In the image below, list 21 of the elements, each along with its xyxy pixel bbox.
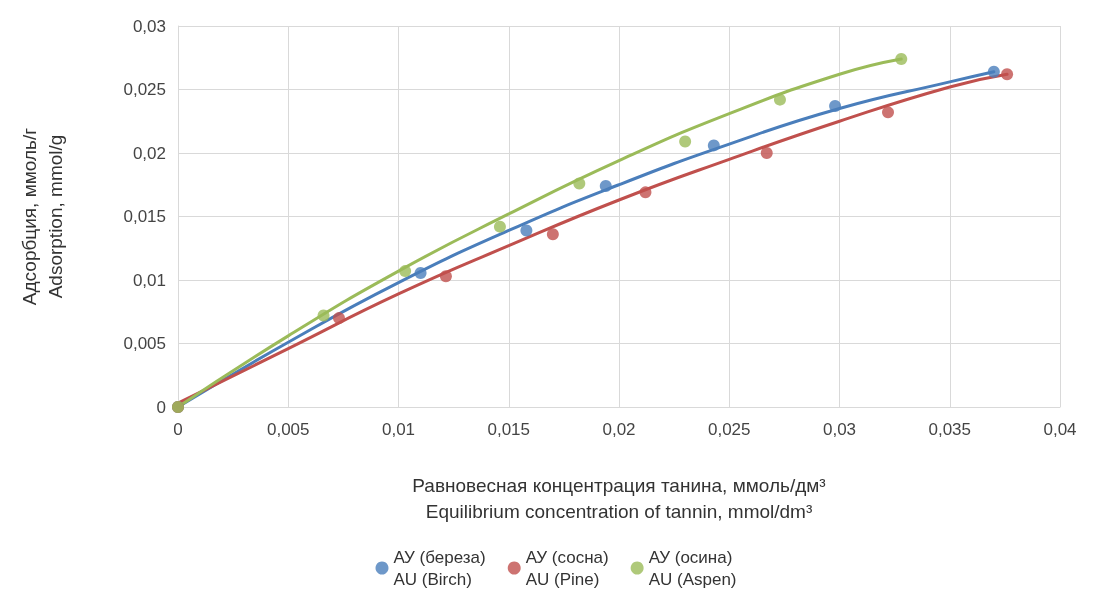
y-tick-label: 0,015 <box>123 207 166 226</box>
x-tick-label: 0,025 <box>707 420 751 439</box>
x-tick-label: 0,02 <box>602 420 636 439</box>
y-tick-label: 0,025 <box>123 80 166 99</box>
y-tick-label: 0,03 <box>132 16 166 36</box>
x-tick-label: 0,035 <box>928 420 972 439</box>
x-tick-label: 0,03 <box>822 420 857 439</box>
y-tick-label: 0,02 <box>132 143 166 163</box>
x-tick-label: 0,015 <box>487 420 531 439</box>
legend-label: АУ (сосна) AU (Pine) <box>525 547 609 589</box>
x-tick-label: 0,01 <box>381 420 416 439</box>
y-tick-label: 0,005 <box>123 334 166 353</box>
y-tick-label: 0 <box>156 397 166 417</box>
x-tick-label: 0,04 <box>1043 420 1077 439</box>
legend-label: АУ (осина) AU (Aspen) <box>648 547 737 589</box>
legend-label: АУ (береза) AU (Birch) <box>393 547 486 589</box>
x-tick-label: 0,005 <box>266 420 310 439</box>
y-tick-label: 0,01 <box>132 270 166 290</box>
x-axis-title: Равновесная концентрация танина, ммоль/дм³ Equilibrium concentration of tannin, mmol/dm³ <box>412 474 826 522</box>
y-axis-title: Адсорбция, ммоль/г Adsorption, mmol/g <box>18 127 66 306</box>
x-tick-label: 0 <box>173 420 183 439</box>
